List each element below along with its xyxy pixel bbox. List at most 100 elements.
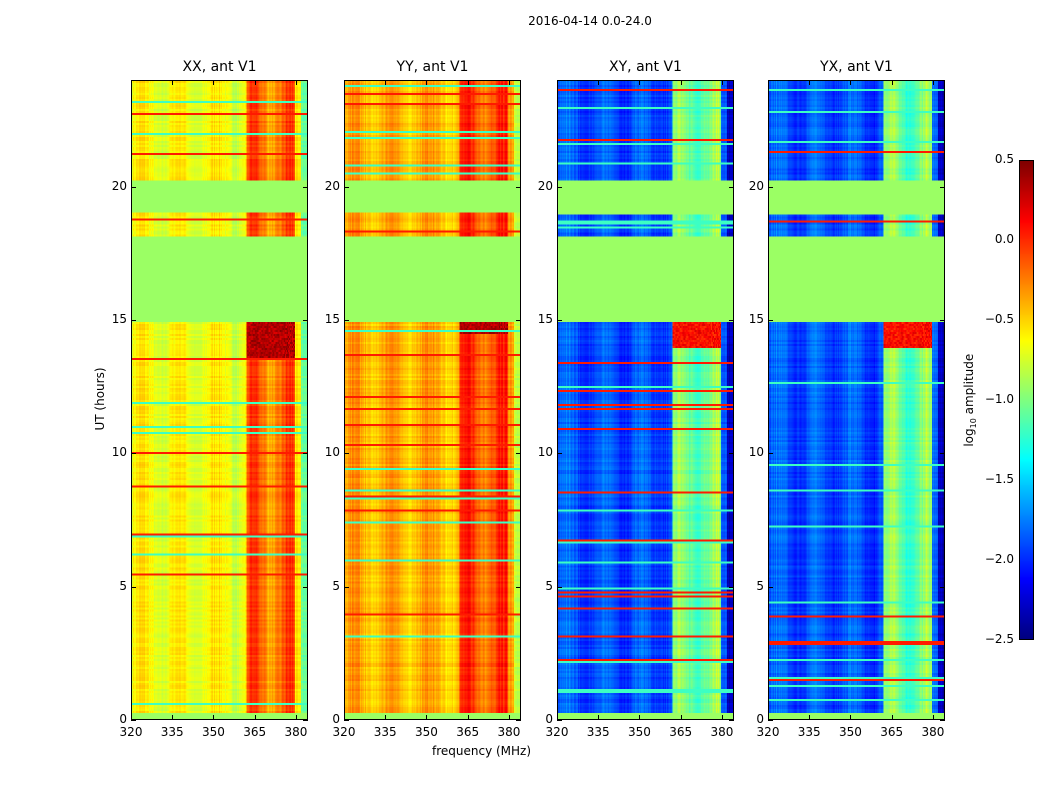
y-tick [557, 720, 562, 721]
y-tick-label: 20 [324, 178, 340, 193]
heatmap-panel [344, 80, 521, 720]
x-tick-label: 320 [332, 725, 356, 739]
y-tick-label: 15 [111, 312, 127, 326]
x-tick-label: 335 [797, 725, 821, 739]
x-tick [467, 80, 469, 85]
colorbar-label: log10 amplitude [961, 353, 979, 447]
x-tick-label: 365 [880, 725, 904, 739]
x-tick-label: 380 [497, 725, 521, 739]
y-tick-label: 10 [111, 445, 127, 460]
x-tick [344, 80, 345, 85]
x-tick-label: 365 [243, 725, 267, 739]
x-tick-label: 320 [545, 725, 569, 739]
y-tick [303, 453, 308, 455]
y-tick [557, 453, 562, 455]
y-tick-label: 0 [756, 712, 764, 726]
panel-title: XX, ant V1 [182, 59, 257, 75]
y-tick-label: 5 [332, 578, 340, 593]
y-tick [940, 720, 945, 721]
x-tick [508, 715, 510, 720]
x-tick [721, 80, 723, 85]
x-tick [680, 715, 682, 720]
x-tick [426, 80, 428, 85]
heatmap-image [345, 81, 520, 719]
heatmap-image [132, 81, 307, 719]
panel-title: YY, ant V1 [396, 59, 469, 75]
x-tick [721, 715, 723, 720]
y-tick [729, 586, 734, 588]
y-tick [940, 186, 945, 188]
y-tick-label: 0 [119, 712, 127, 726]
y-tick-label: 20 [111, 178, 127, 193]
x-tick-label: 320 [119, 725, 143, 739]
y-tick-label: 0 [332, 712, 340, 726]
y-tick [729, 320, 734, 321]
heatmap-panel [557, 80, 734, 720]
y-tick [344, 586, 349, 588]
y-tick [131, 320, 136, 321]
y-tick-label: 10 [748, 445, 764, 460]
x-tick [891, 80, 893, 85]
y-tick [940, 453, 945, 455]
x-tick [932, 80, 934, 85]
x-tick [639, 715, 641, 720]
x-tick-label: 335 [373, 725, 397, 739]
x-tick [172, 715, 174, 720]
colorbar-tick-label: −2.0 [984, 552, 1014, 566]
x-axis-label: frequency (MHz) [432, 744, 532, 758]
colorbar-tick-label: −1.5 [984, 472, 1014, 486]
x-tick [850, 80, 852, 85]
heatmap-image [769, 81, 944, 719]
y-tick [768, 586, 773, 588]
colorbar-tick-label: 0.0 [994, 232, 1014, 246]
y-tick [557, 320, 562, 321]
panel-title: XY, ant V1 [609, 59, 682, 75]
x-tick [598, 715, 600, 720]
colorbar-tick-label: −1.0 [984, 392, 1014, 406]
x-tick [809, 80, 811, 85]
x-tick-label: 380 [284, 725, 308, 739]
x-tick [254, 80, 256, 85]
y-tick [344, 720, 349, 721]
panel-title: YX, ant V1 [820, 59, 893, 75]
x-tick [680, 80, 682, 85]
x-tick-label: 350 [202, 725, 225, 739]
x-tick-label: 320 [756, 725, 780, 739]
y-tick [131, 720, 136, 721]
x-tick [295, 715, 297, 720]
y-tick [303, 720, 308, 721]
x-tick-label: 380 [710, 725, 734, 739]
y-tick [768, 186, 773, 188]
y-tick [516, 320, 521, 321]
x-tick-label: 335 [160, 725, 184, 739]
y-tick [516, 586, 521, 588]
y-tick-label: 20 [748, 178, 764, 193]
heatmap-image [558, 81, 733, 719]
y-tick [768, 320, 773, 321]
y-tick [940, 586, 945, 588]
x-tick [385, 80, 387, 85]
y-tick [131, 453, 136, 455]
x-tick [557, 715, 558, 720]
y-tick-label: 5 [119, 578, 127, 593]
x-tick [344, 715, 345, 720]
y-tick [729, 186, 734, 188]
x-tick [467, 715, 469, 720]
x-tick [426, 715, 428, 720]
y-tick [557, 186, 562, 188]
y-tick [516, 720, 521, 721]
x-tick-label: 335 [586, 725, 610, 739]
y-tick-label: 15 [537, 312, 553, 326]
y-tick-label: 5 [756, 578, 764, 593]
y-tick-label: 15 [324, 312, 340, 326]
x-tick [932, 715, 934, 720]
y-tick [768, 453, 773, 455]
x-tick [213, 80, 215, 85]
x-tick-label: 365 [669, 725, 693, 739]
x-tick [254, 715, 256, 720]
y-tick [729, 453, 734, 455]
y-tick [729, 720, 734, 721]
x-tick-label: 380 [921, 725, 945, 739]
x-tick [508, 80, 510, 85]
y-tick [344, 186, 349, 188]
